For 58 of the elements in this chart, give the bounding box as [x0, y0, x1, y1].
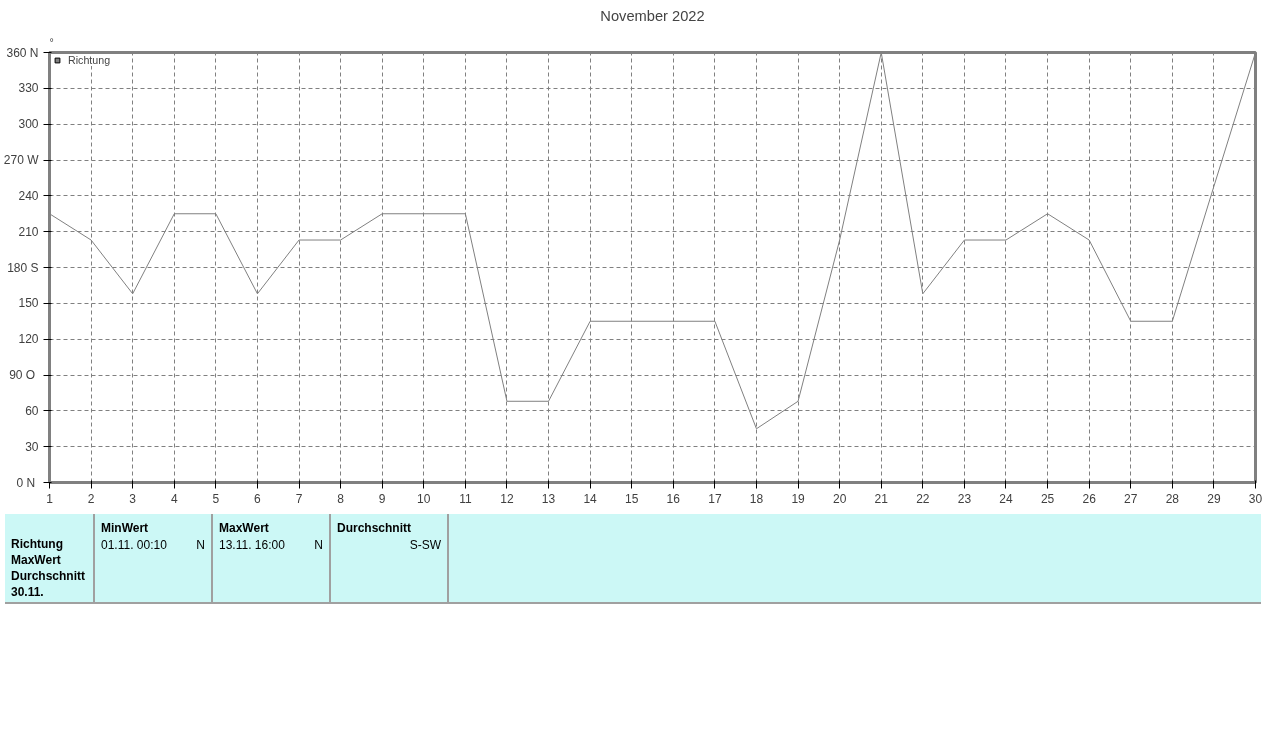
chart-title: November 2022: [600, 7, 705, 24]
x-tick-label: 2: [87, 491, 95, 506]
x-tick-label: 30: [1248, 491, 1263, 506]
x-tick-label: 8: [337, 491, 345, 506]
y-tick-label: 210: [18, 224, 39, 239]
x-tick-label: 4: [170, 491, 178, 506]
y-tick-label: 0 N: [16, 475, 36, 490]
x-tick-label: 12: [500, 491, 514, 506]
text: N: [196, 537, 205, 555]
text: MaxWert: [11, 553, 61, 567]
x-tick-label: 24: [999, 491, 1013, 506]
x-tick-label: 15: [625, 491, 639, 506]
text: S-SW: [409, 537, 441, 555]
text: 01.11. 00:10: [101, 537, 167, 555]
x-tick-label: 5: [212, 491, 220, 506]
y-tick-label: 270 W: [3, 153, 40, 167]
y-tick-label: 60: [25, 403, 39, 418]
x-tick-label: 28: [1165, 491, 1180, 506]
y-tick-label: 150: [18, 296, 39, 311]
x-tick-label: 7: [295, 491, 303, 506]
text: MinWert: [101, 521, 149, 535]
y-axis-title: °: [49, 35, 54, 48]
text: Richtung: [11, 537, 63, 551]
x-tick-label: 9: [378, 491, 386, 506]
legend-label: Richtung: [68, 54, 111, 66]
x-tick-label: 17: [708, 491, 722, 506]
text: MaxWert: [219, 521, 269, 535]
x-tick-label: 25: [1040, 491, 1055, 506]
y-tick-label: 300: [18, 117, 39, 132]
x-tick-label: 21: [874, 491, 889, 506]
text: 13.11. 16:00: [219, 537, 285, 555]
y-tick-label: 90 O: [9, 368, 36, 382]
x-tick-label: 20: [832, 491, 847, 506]
y-tick-label: 330: [18, 81, 39, 96]
x-tick-label: 6: [254, 491, 262, 506]
x-tick-label: 29: [1207, 491, 1221, 506]
text: Durchschnitt: [11, 569, 86, 583]
x-tick-label: 16: [666, 491, 681, 506]
x-tick-label: 14: [583, 491, 598, 506]
x-tick-label: 3: [129, 491, 137, 506]
x-tick-label: 27: [1124, 491, 1138, 506]
y-tick-label: 120: [18, 332, 39, 347]
y-tick-label: 240: [18, 188, 39, 203]
y-tick-label: 360 N: [6, 45, 39, 60]
x-tick-label: 13: [541, 491, 556, 506]
x-tick-label: 11: [459, 491, 472, 506]
text: N: [314, 537, 323, 555]
x-tick-label: 19: [791, 491, 806, 506]
x-tick-label: 10: [417, 491, 431, 506]
x-tick-label: 23: [957, 491, 972, 506]
x-tick-label: 1: [46, 491, 54, 506]
y-tick-label: 180 S: [7, 260, 39, 275]
x-tick-label: 22: [916, 491, 930, 506]
x-tick-label: 18: [749, 491, 764, 506]
x-tick-label: 26: [1082, 491, 1097, 506]
text: 30.11.: [11, 585, 44, 599]
text: Durchschnitt: [337, 521, 412, 535]
y-tick-label: 30: [25, 439, 39, 454]
